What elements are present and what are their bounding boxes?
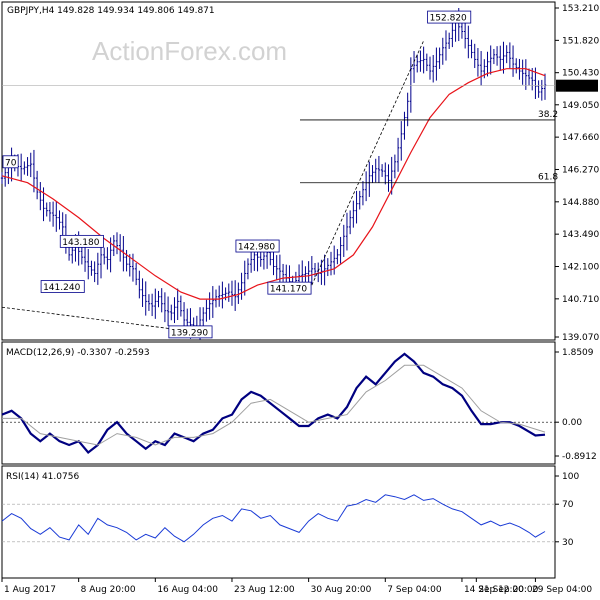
price-annotation-box [427, 10, 472, 24]
macd-series-signal [2, 364, 546, 446]
rsi-panel-frame [1, 465, 556, 579]
last-price-tag-label: 149.871 [559, 82, 596, 92]
price-annotation-label: 141.170 [270, 285, 307, 295]
x-tick-label: 29 Sep 04:00 [532, 585, 592, 595]
price-annotation-label: 142.980 [238, 243, 275, 253]
price-annotation-box [2, 155, 19, 169]
y-tick-label: -0.8912 [562, 452, 597, 462]
price-annotation-label: 143.180 [62, 238, 99, 248]
y-tick-label: 147.660 [562, 133, 599, 143]
x-tick-label: 30 Aug 20:00 [311, 585, 372, 595]
y-tick-label: 139.070 [562, 333, 599, 343]
symbol-header: GBPJPY,H4 149.828 149.934 149.806 149.87… [7, 6, 215, 16]
macd-series-macd [1, 352, 546, 455]
y-tick-label: 0.00 [562, 418, 582, 428]
y-tick-label: 149.050 [562, 101, 599, 111]
rsi-line [1, 494, 546, 543]
x-tick-label: 16 Aug 04:00 [157, 585, 218, 595]
price-panel-frame [1, 1, 556, 341]
price-annotation-label: 152.820 [430, 14, 467, 24]
rsi-layer: RSI(14) 41.0756 [1, 472, 555, 543]
price-annotation-box [168, 325, 213, 339]
rsi-title: RSI(14) 41.0756 [6, 472, 79, 482]
y-tick-label: 142.100 [562, 263, 599, 273]
fib-level-label: 38.2 [538, 110, 558, 120]
y-tick-label: 153.210 [562, 4, 599, 14]
y-tick-label: 150.430 [562, 69, 599, 79]
watermark: ActionForex.com [92, 36, 287, 66]
axis-layer: 153.210 151.820 150.430 149.050 147.660 146.2… [1, 4, 599, 595]
y-tick-label: 100 [562, 472, 579, 482]
moving-average-line [1, 68, 546, 300]
price-annotation-label: 141.240 [43, 283, 80, 293]
price-annotation-box [267, 281, 312, 295]
x-tick-label: 23 Aug 12:00 [234, 585, 295, 595]
macd-panel-frame [1, 341, 556, 465]
y-tick-label: 146.270 [562, 165, 599, 175]
x-tick-label: 1 Aug 2017 [4, 585, 56, 595]
y-tick-label: 143.490 [562, 230, 599, 240]
x-tick-label: 21 Sep 20:00 [478, 585, 538, 595]
price-annotation-box [235, 239, 280, 253]
x-tick-label: 7 Sep 04:00 [387, 585, 442, 595]
y-tick-label: 144.880 [562, 198, 599, 208]
y-tick-label: 70 [562, 500, 574, 510]
price-annotation-box [59, 234, 104, 248]
fib-level-label: 61.8 [538, 173, 558, 183]
y-tick-label: 140.710 [562, 295, 599, 305]
macd-layer: MACD(12,26,9) -0.3307 -0.2593 [1, 348, 555, 455]
trendline [311, 40, 424, 286]
price-annotation-box [40, 280, 85, 293]
x-tick-label: 14 Sep 12:00 [464, 585, 524, 595]
price-layer: 38.2 61.8 152.820 143.180 142.980 141.240 141.… [0, 8, 558, 340]
y-tick-label: 30 [562, 538, 574, 548]
macd-title: MACD(12,26,9) -0.3307 -0.2593 [6, 348, 150, 358]
y-tick-label: 1.8509 [562, 348, 594, 358]
price-annotation-label: 139.290 [171, 328, 208, 338]
trendline [1, 306, 194, 333]
last-price-tag [556, 79, 598, 92]
x-tick-label: 8 Aug 20:00 [81, 585, 136, 595]
y-tick-label: 151.820 [562, 36, 599, 46]
price-annotation-label: 70 [5, 158, 17, 168]
